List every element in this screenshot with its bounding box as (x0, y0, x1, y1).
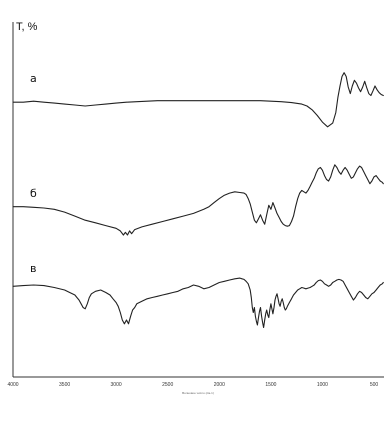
x-axis-label: Волновое число (см-1) (182, 391, 214, 395)
x-tick-label-2000: 2000 (214, 382, 225, 388)
x-tick-label-500: 500 (370, 382, 379, 388)
x-tick-label-1000: 1000 (317, 382, 328, 388)
series-label-2: б (30, 187, 37, 200)
x-tick-label-3000: 3000 (111, 382, 122, 388)
x-tick-labels: 4000 3500 3000 2500 2000 1500 1000 500 (7, 382, 378, 388)
x-tick-label-4000: 4000 (7, 382, 18, 388)
series-label-1: а (30, 72, 37, 85)
series-line-1 (12, 72, 384, 128)
series-line-3 (12, 277, 384, 329)
series-labels: а б в (30, 72, 37, 275)
x-tick-label-1500: 1500 (265, 382, 276, 388)
series-layer (12, 72, 384, 329)
x-tick-label-3500: 3500 (59, 382, 70, 388)
series-label-3: в (30, 262, 36, 275)
series-line-2 (12, 164, 384, 236)
y-axis-label: T, % (16, 21, 38, 33)
x-tick-label-2500: 2500 (162, 382, 173, 388)
